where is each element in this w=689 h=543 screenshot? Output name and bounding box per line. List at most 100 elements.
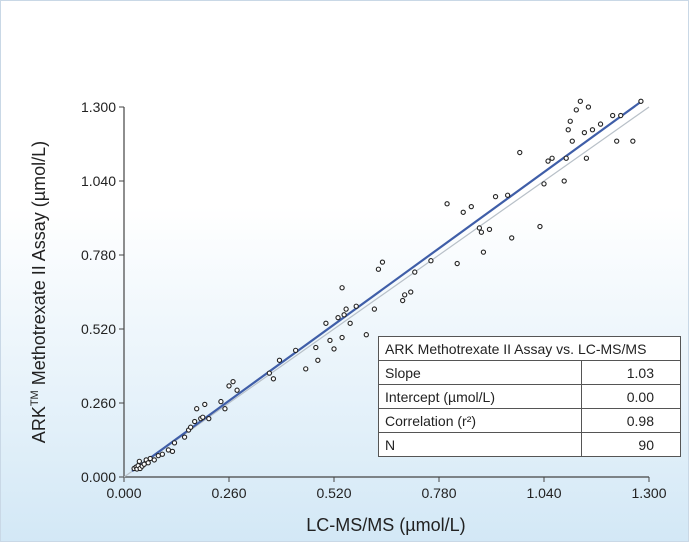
data-point <box>315 357 321 363</box>
data-point <box>202 401 208 408</box>
data-point <box>276 357 283 363</box>
y-axis-title-superscript: TM <box>29 390 41 406</box>
statistics-label: N <box>378 432 582 457</box>
y-tick-label: 1.040 <box>81 173 116 189</box>
data-point <box>565 127 571 133</box>
data-point <box>181 434 188 440</box>
data-point <box>583 155 590 161</box>
data-point <box>402 292 408 298</box>
statistics-table-header-row: ARK Methotrexate II Assay vs. LC-MS/MS <box>378 336 681 361</box>
data-point <box>563 155 569 161</box>
data-point <box>577 98 583 104</box>
data-point <box>371 306 378 312</box>
y-axis-title: ARKTM Methotrexate II Assay (µmol/L) <box>29 141 49 443</box>
y-tick-label: 0.000 <box>81 469 116 485</box>
statistics-value: 1.03 <box>580 360 682 385</box>
data-point <box>159 451 166 457</box>
data-point <box>331 346 337 352</box>
data-point <box>379 259 386 265</box>
data-point <box>581 129 588 136</box>
data-point <box>454 260 460 267</box>
data-point <box>549 155 555 161</box>
data-point <box>218 398 224 405</box>
identity-line <box>123 106 650 478</box>
statistics-row-slope: Slope 1.03 <box>378 360 682 385</box>
data-point <box>537 223 543 230</box>
data-point <box>478 229 485 235</box>
data-point <box>408 289 414 295</box>
data-point <box>230 379 236 385</box>
regression-line <box>131 100 642 473</box>
statistics-table-title: ARK Methotrexate II Assay vs. LC-MS/MS <box>378 336 681 361</box>
y-tick-label: 1.300 <box>81 99 116 115</box>
y-axis-title-rest: Methotrexate II Assay (µmol/L) <box>29 141 49 390</box>
data-point <box>192 418 198 425</box>
x-tick-label: 0.000 <box>106 485 141 501</box>
data-point <box>151 457 157 463</box>
data-point <box>541 181 547 187</box>
data-point <box>573 107 579 113</box>
y-ticks: 0.000 0.260 0.520 0.780 1.040 1.300 <box>81 99 124 485</box>
y-axis-title-main: ARK <box>29 406 49 443</box>
data-point <box>480 249 487 255</box>
data-point <box>187 424 194 430</box>
data-point <box>630 138 636 144</box>
statistics-label: Slope <box>378 360 582 385</box>
data-point <box>486 226 493 233</box>
x-tick-label: 0.260 <box>211 485 246 501</box>
data-point <box>341 312 347 318</box>
y-tick-label: 0.780 <box>81 247 116 263</box>
data-point <box>614 138 620 144</box>
data-point <box>303 366 309 372</box>
x-tick-label: 1.040 <box>526 485 561 501</box>
data-point <box>323 320 329 326</box>
data-point <box>589 127 596 133</box>
x-tick-label: 0.780 <box>421 485 456 501</box>
data-point <box>476 225 483 231</box>
data-point <box>136 458 142 464</box>
data-point <box>266 370 273 376</box>
data-point <box>226 383 232 389</box>
data-point <box>234 387 240 393</box>
data-point <box>492 194 499 200</box>
data-point <box>618 112 624 119</box>
y-tick-label: 0.260 <box>81 395 116 411</box>
data-point <box>517 149 523 156</box>
data-point <box>327 337 333 344</box>
data-point <box>638 98 644 104</box>
data-points <box>131 98 644 472</box>
data-point <box>597 121 604 127</box>
data-point <box>171 440 178 446</box>
data-point <box>363 332 369 338</box>
statistics-value: 0.00 <box>580 384 682 409</box>
statistics-label: Correlation (r²) <box>378 408 582 433</box>
statistics-row-n: N 90 <box>378 432 682 457</box>
data-point <box>313 344 319 351</box>
data-point <box>509 235 515 241</box>
statistics-value: 90 <box>580 432 682 457</box>
data-point <box>505 192 511 198</box>
fit-lines <box>123 100 650 478</box>
data-point <box>585 104 592 110</box>
statistics-row-intercept: Intercept (µmol/L) 0.00 <box>378 384 682 409</box>
data-point <box>444 201 450 207</box>
data-point <box>343 306 349 312</box>
data-point <box>292 347 299 353</box>
data-point <box>561 178 567 184</box>
data-point <box>339 334 345 341</box>
data-point <box>206 416 212 422</box>
x-tick-label: 1.300 <box>631 485 666 501</box>
data-point <box>428 258 434 264</box>
data-point <box>400 297 406 304</box>
data-point <box>569 138 575 144</box>
data-point <box>194 406 200 412</box>
data-point <box>412 269 418 275</box>
data-point <box>545 158 551 164</box>
data-point <box>222 406 228 412</box>
data-point <box>200 414 206 420</box>
axes <box>123 107 649 478</box>
data-point <box>460 209 466 215</box>
data-point <box>335 314 341 321</box>
